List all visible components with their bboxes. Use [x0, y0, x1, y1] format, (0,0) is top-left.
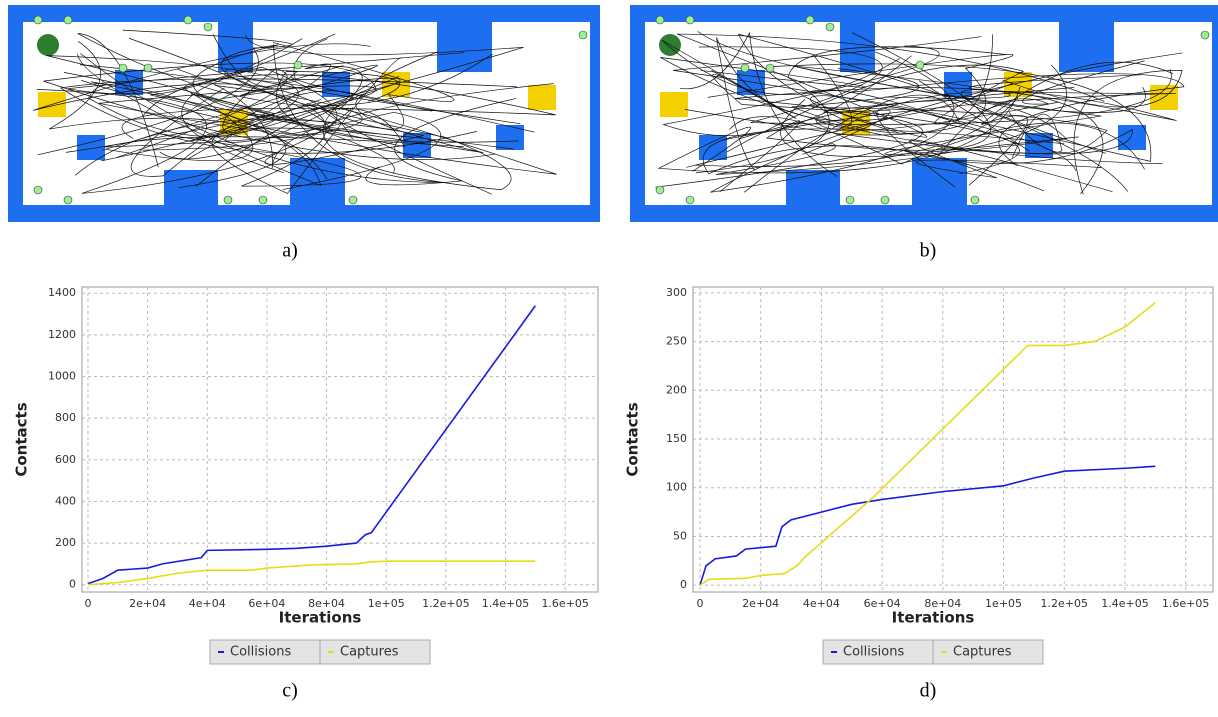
- sensor: [64, 16, 72, 24]
- sensor: [656, 16, 664, 24]
- y-tick-label: 600: [55, 453, 76, 466]
- maps: [8, 5, 1218, 222]
- legend-label: Captures: [340, 645, 399, 660]
- x-tick-label: 2e+04: [742, 597, 779, 610]
- y-axis-label: Contacts: [624, 402, 642, 476]
- sensor: [846, 196, 854, 204]
- sensor: [656, 186, 664, 194]
- wall-notch: [1059, 22, 1114, 72]
- legend-label: Captures: [953, 645, 1012, 660]
- y-tick-label: 0: [69, 578, 76, 591]
- y-tick-label: 400: [55, 494, 76, 507]
- sensor: [686, 196, 694, 204]
- sensor: [34, 16, 42, 24]
- y-tick-label: 800: [55, 411, 76, 424]
- sensor: [971, 196, 979, 204]
- y-tick-label: 300: [666, 286, 687, 299]
- x-tick-label: 2e+04: [129, 597, 166, 610]
- x-tick-label: 1.6e+05: [1162, 597, 1209, 610]
- sensor: [259, 196, 267, 204]
- y-tick-label: 0: [680, 578, 687, 591]
- y-tick-label: 50: [673, 529, 687, 542]
- obstacle: [77, 135, 105, 160]
- x-tick-label: 4e+04: [189, 597, 226, 610]
- sensor: [224, 196, 232, 204]
- y-tick-label: 1200: [48, 328, 76, 341]
- wall-notch: [290, 158, 345, 205]
- x-axis-label: Iterations: [279, 609, 362, 627]
- y-tick-label: 200: [55, 536, 76, 549]
- figure: a) b) c) d) 02e+044e+046e+048e+041e+051.…: [0, 0, 1218, 717]
- wall-notch: [786, 170, 840, 205]
- sensor: [64, 196, 72, 204]
- y-tick-label: 1000: [48, 370, 76, 383]
- y-tick-label: 100: [666, 481, 687, 494]
- obstacle: [737, 70, 765, 95]
- caption: d): [920, 680, 937, 702]
- y-axis-label: Contacts: [13, 402, 31, 476]
- sensor: [1201, 31, 1209, 39]
- x-tick-label: 4e+04: [803, 597, 840, 610]
- caption: a): [282, 240, 298, 262]
- robot-start: [37, 34, 59, 56]
- sensor: [806, 16, 814, 24]
- x-tick-label: 1.2e+05: [1041, 597, 1088, 610]
- x-tick-label: 0: [696, 597, 703, 610]
- legend-label: Collisions: [230, 645, 291, 660]
- x-tick-label: 1e+05: [985, 597, 1022, 610]
- y-tick-label: 1400: [48, 286, 76, 299]
- sensor: [184, 16, 192, 24]
- sensor: [741, 64, 749, 72]
- sensor: [34, 186, 42, 194]
- legend-label: Collisions: [843, 645, 904, 660]
- x-axis-label: Iterations: [892, 609, 975, 627]
- caption: b): [920, 240, 937, 262]
- x-tick-label: 1.4e+05: [1101, 597, 1148, 610]
- sensor: [686, 16, 694, 24]
- plot-area: [82, 287, 598, 592]
- y-tick-label: 250: [666, 335, 687, 348]
- target: [660, 92, 688, 117]
- obstacle: [1118, 125, 1146, 150]
- sensor: [119, 64, 127, 72]
- sensor: [826, 23, 834, 31]
- sensor: [881, 196, 889, 204]
- caption: c): [282, 680, 298, 702]
- y-tick-label: 200: [666, 383, 687, 396]
- sensor: [916, 61, 924, 69]
- sensor: [766, 64, 774, 72]
- sensor: [349, 196, 357, 204]
- x-tick-label: 1e+05: [368, 597, 405, 610]
- sensor: [579, 31, 587, 39]
- x-tick-label: 0: [84, 597, 91, 610]
- target: [528, 85, 556, 110]
- sensor: [294, 61, 302, 69]
- y-tick-label: 150: [666, 432, 687, 445]
- x-tick-label: 1.2e+05: [422, 597, 469, 610]
- wall-notch: [912, 158, 967, 205]
- arena-map: [630, 5, 1218, 222]
- x-tick-label: 1.6e+05: [541, 597, 588, 610]
- sensor: [204, 23, 212, 31]
- x-tick-label: 1.4e+05: [482, 597, 529, 610]
- sensor: [144, 64, 152, 72]
- arena-map: [8, 5, 600, 222]
